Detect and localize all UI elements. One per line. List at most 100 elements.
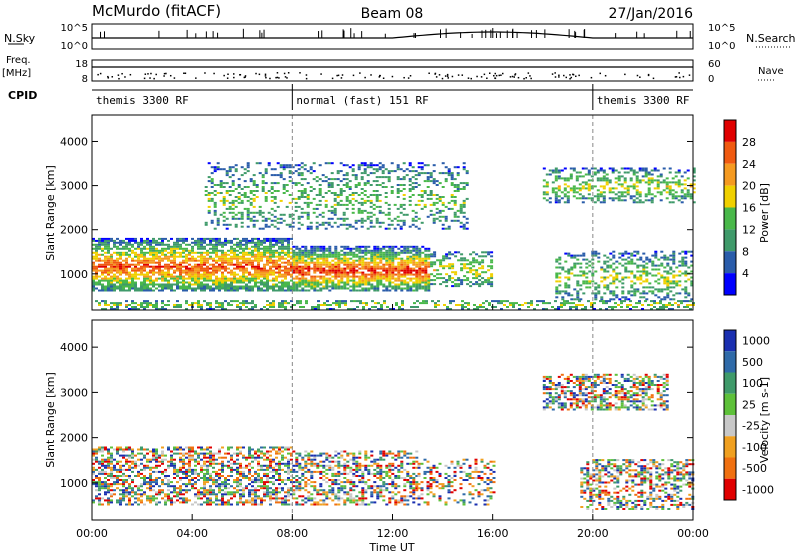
power-cell bbox=[487, 269, 490, 271]
power-cell bbox=[343, 288, 346, 290]
power-cell bbox=[415, 290, 418, 292]
power-cell bbox=[143, 284, 146, 286]
power-cell bbox=[636, 172, 639, 174]
power-cell bbox=[107, 284, 110, 286]
power-cell bbox=[367, 174, 370, 176]
power-cell bbox=[242, 266, 245, 268]
power-cell bbox=[397, 266, 400, 268]
power-cell bbox=[418, 286, 421, 288]
velocity-cell bbox=[95, 485, 98, 487]
power-cell bbox=[370, 162, 373, 164]
power-cell bbox=[457, 166, 460, 168]
power-cell bbox=[161, 278, 164, 280]
power-cell bbox=[358, 208, 361, 210]
power-cell bbox=[328, 250, 331, 252]
power-cell bbox=[221, 272, 224, 274]
power-cell bbox=[221, 280, 224, 282]
power-cell bbox=[328, 290, 331, 292]
power-cell bbox=[167, 264, 170, 266]
power-cell bbox=[179, 264, 182, 266]
power-cell bbox=[98, 246, 101, 248]
power-cell bbox=[503, 300, 506, 302]
power-cell bbox=[260, 288, 263, 290]
power-cell bbox=[645, 267, 648, 269]
power-cell bbox=[248, 280, 251, 282]
power-cell bbox=[179, 282, 182, 284]
velocity-cell bbox=[119, 471, 122, 473]
power-cell bbox=[669, 280, 672, 282]
power-cell bbox=[382, 276, 385, 278]
power-cell bbox=[355, 250, 358, 252]
power-cell bbox=[113, 262, 116, 264]
power-cell bbox=[265, 224, 268, 226]
power-cell bbox=[600, 267, 603, 269]
power-cell bbox=[128, 242, 131, 244]
velocity-cell bbox=[107, 451, 110, 453]
power-cell bbox=[445, 265, 448, 267]
power-cell bbox=[278, 274, 281, 276]
power-cell bbox=[98, 270, 101, 272]
power-cell bbox=[564, 253, 567, 255]
power-cell bbox=[340, 194, 343, 196]
power-cell bbox=[215, 270, 218, 272]
power-cell bbox=[567, 284, 570, 286]
nave-point bbox=[410, 75, 412, 77]
power-cell bbox=[364, 184, 367, 186]
power-cell bbox=[247, 164, 250, 166]
power-cell bbox=[648, 183, 651, 185]
power-cell bbox=[391, 276, 394, 278]
power-cell bbox=[567, 294, 570, 296]
power-cell bbox=[155, 278, 158, 280]
power-cell bbox=[690, 197, 693, 199]
power-cell bbox=[681, 263, 684, 265]
power-cell bbox=[167, 276, 170, 278]
power-cell bbox=[391, 258, 394, 260]
power-cell bbox=[337, 280, 340, 282]
power-cell bbox=[361, 284, 364, 286]
power-cell bbox=[233, 268, 236, 270]
velocity-cell bbox=[119, 449, 122, 451]
power-cell bbox=[394, 228, 397, 230]
power-cell bbox=[182, 278, 185, 280]
power-cell bbox=[355, 260, 358, 262]
nave-point bbox=[436, 76, 438, 78]
colorbar-swatch bbox=[724, 120, 736, 142]
power-cell bbox=[439, 172, 442, 174]
power-cell bbox=[208, 192, 211, 194]
power-cell bbox=[588, 189, 591, 191]
power-cell bbox=[337, 282, 340, 284]
power-cell bbox=[215, 300, 218, 302]
power-cell bbox=[681, 257, 684, 259]
power-cell bbox=[406, 270, 409, 272]
power-cell bbox=[259, 206, 262, 208]
power-cell bbox=[349, 258, 352, 260]
power-cell bbox=[197, 274, 200, 276]
power-cell bbox=[325, 192, 328, 194]
power-cell bbox=[271, 224, 274, 226]
nave-point bbox=[442, 78, 444, 80]
power-cell bbox=[331, 218, 334, 220]
power-cell bbox=[251, 250, 254, 252]
velocity-cell bbox=[95, 497, 98, 499]
power-cell bbox=[352, 248, 355, 250]
power-cell bbox=[364, 162, 367, 164]
power-cell bbox=[337, 258, 340, 260]
power-cell bbox=[567, 177, 570, 179]
power-cell bbox=[424, 180, 427, 182]
power-cell bbox=[224, 278, 227, 280]
power-cell bbox=[415, 212, 418, 214]
power-cell bbox=[149, 246, 152, 248]
nave-point bbox=[278, 77, 280, 79]
power-cell bbox=[211, 222, 214, 224]
power-cell bbox=[257, 268, 260, 270]
velocity-cell bbox=[119, 501, 122, 503]
power-cell bbox=[182, 252, 185, 254]
power-cell bbox=[364, 254, 367, 256]
power-cell bbox=[421, 278, 424, 280]
power-cell bbox=[281, 300, 284, 302]
power-cell bbox=[173, 272, 176, 274]
power-cell bbox=[242, 278, 245, 280]
power-cell bbox=[98, 284, 101, 286]
power-cell bbox=[448, 168, 451, 170]
power-cell bbox=[546, 181, 549, 183]
